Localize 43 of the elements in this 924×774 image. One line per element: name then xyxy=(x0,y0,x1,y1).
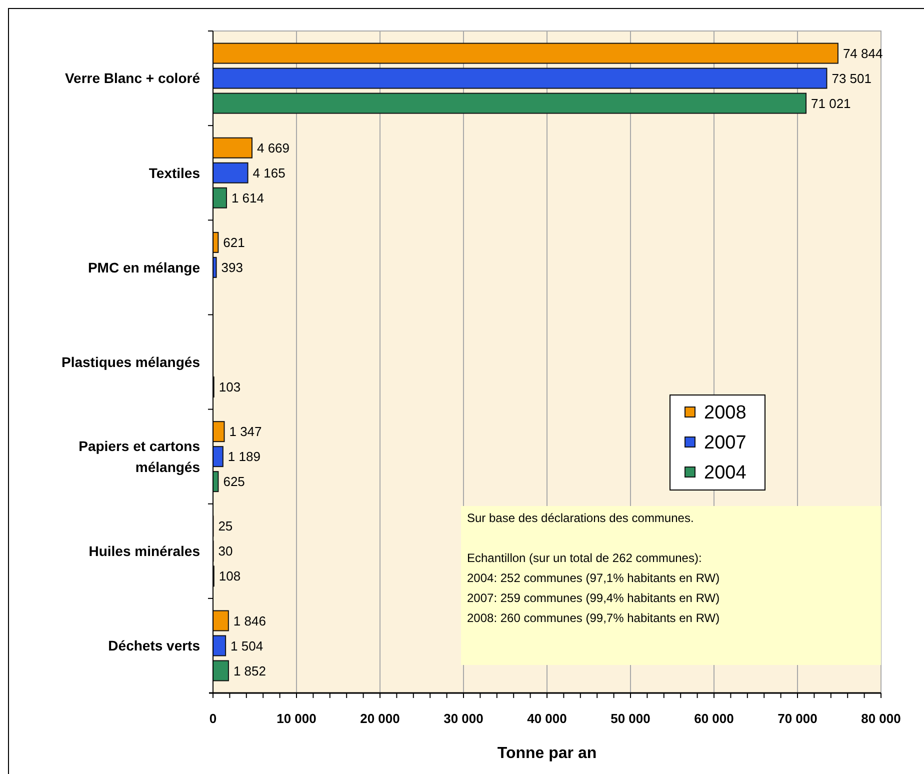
data-label: 393 xyxy=(221,260,243,275)
y-tick-label: Plastiques mélangés xyxy=(61,354,200,370)
data-label: 1 852 xyxy=(233,663,266,678)
y-tick-label: Déchets verts xyxy=(108,638,200,654)
data-label: 1 347 xyxy=(229,424,262,440)
legend-label: 2007 xyxy=(704,432,746,454)
legend-label: 2004 xyxy=(704,462,747,484)
data-label: 621 xyxy=(223,234,245,250)
x-tick-label: 40 000 xyxy=(527,711,567,726)
annotation: 2008: 260 communes (99,7% habitants en RW) xyxy=(467,611,720,625)
data-label: 4 165 xyxy=(252,165,286,180)
x-tick-label: 50 000 xyxy=(610,711,650,726)
data-label: 74 844 xyxy=(842,46,883,61)
data-label: 71 021 xyxy=(811,96,851,111)
x-tick-label: 0 xyxy=(209,711,217,726)
y-tick-label: PMC en mélange xyxy=(88,259,200,276)
x-tick-label: 60 000 xyxy=(694,711,734,726)
y-tick-label: Verre Blanc + coloré xyxy=(64,70,200,86)
x-tick-label: 70 000 xyxy=(778,711,818,726)
data-label: 25 xyxy=(218,518,233,534)
data-label: 1 846 xyxy=(233,613,266,628)
x-tick-label: 30 000 xyxy=(444,711,484,726)
data-label: 625 xyxy=(223,474,245,490)
data-label: 108 xyxy=(218,568,241,584)
data-label: 73 501 xyxy=(832,70,872,86)
x-tick-label: 10 000 xyxy=(276,711,316,726)
x-tick-label: 20 000 xyxy=(360,711,400,726)
data-label: 1 189 xyxy=(228,449,260,464)
data-label: 1 504 xyxy=(230,638,264,654)
x-axis-title: Tonne par an xyxy=(497,745,597,762)
y-tick-label: Huiles minérales xyxy=(88,543,200,560)
y-tick-label: Textiles xyxy=(148,164,200,181)
annotation: 2004: 252 communes (97,1% habitants en RW) xyxy=(467,571,720,585)
data-label: 103 xyxy=(218,380,241,395)
data-label: 4 669 xyxy=(256,140,290,156)
annotation: Echantillon (sur un total de 262 communes): xyxy=(467,551,702,565)
data-label: 1 614 xyxy=(231,190,264,206)
legend-label: 2008 xyxy=(704,402,746,424)
annotation: 2007: 259 communes (99,4% habitants en RW) xyxy=(467,591,720,605)
y-tick-label: Papiers et cartons mélangés xyxy=(78,438,200,475)
annotation: Sur base des déclarations des communes. xyxy=(467,511,694,525)
data-label: 30 xyxy=(218,544,233,559)
x-tick-label: 80 000 xyxy=(861,711,901,726)
